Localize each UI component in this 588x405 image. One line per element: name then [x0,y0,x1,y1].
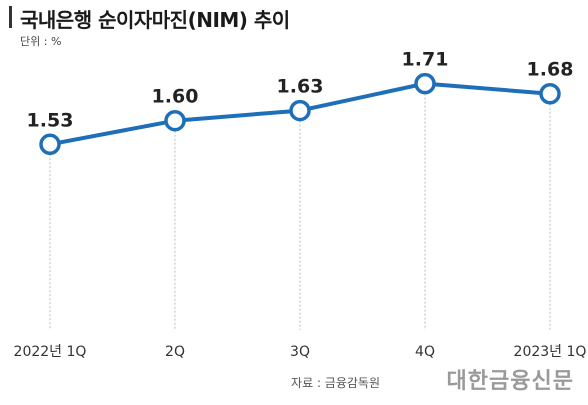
chart-title: 국내은행 순이자마진(NIM) 추이 [20,8,290,32]
x-tick-label: 2023년 1Q [514,344,587,360]
x-tick-label: 4Q [415,344,435,360]
guide-lines [49,93,551,330]
data-markers [39,72,561,156]
title-accent-bar [9,6,12,28]
unit-label: 단위 : % [20,35,62,48]
data-point [39,133,61,156]
value-label: 1.60 [152,86,199,108]
value-label: 1.53 [27,109,74,131]
value-labels: 1.53 1.60 1.63 1.71 1.68 [27,49,574,132]
data-point [414,72,436,95]
brand-logo: 대한금융신문 [446,368,574,394]
x-axis-labels: 2022년 1Q 2Q 3Q 4Q 2023년 1Q [14,344,587,360]
x-tick-label: 2Q [165,344,185,360]
value-label: 1.68 [527,59,574,81]
value-label: 1.71 [402,49,449,71]
source-note: 자료 : 금융감독원 [291,376,380,390]
value-label: 1.63 [277,76,324,98]
data-point [539,82,561,105]
x-tick-label: 2022년 1Q [14,344,87,360]
data-point [289,99,311,122]
x-tick-label: 3Q [290,344,310,360]
data-point [164,109,186,132]
